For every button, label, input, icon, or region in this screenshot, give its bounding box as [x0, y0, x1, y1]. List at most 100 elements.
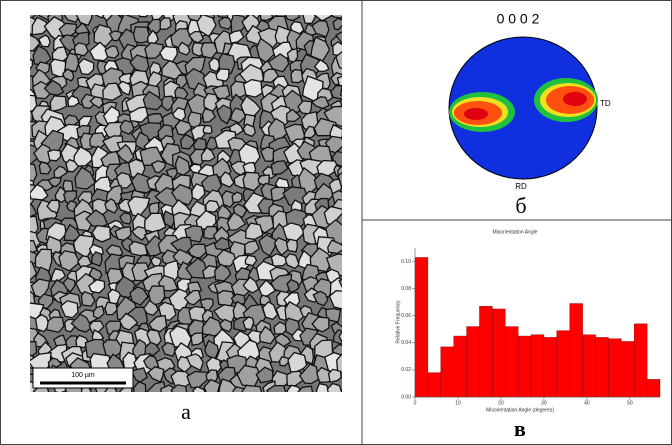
- grain: [327, 368, 342, 383]
- grain: [161, 341, 176, 357]
- bar: [569, 303, 583, 398]
- scale-label: 100 µm: [71, 372, 95, 379]
- bar: [556, 330, 570, 398]
- grain: [242, 276, 260, 294]
- grain: [146, 328, 163, 346]
- y-axis-label: Relative Frequency: [395, 300, 401, 344]
- grain: [30, 59, 34, 70]
- grain: [131, 262, 152, 282]
- grain: [119, 119, 135, 135]
- grain: [53, 165, 69, 179]
- grain: [37, 34, 51, 48]
- grain: [147, 285, 166, 306]
- grain: [270, 186, 286, 202]
- grain: [241, 384, 262, 392]
- grain: [88, 279, 106, 294]
- grain: [303, 125, 316, 139]
- grain: [88, 41, 112, 62]
- grain: [313, 58, 330, 73]
- bar: [530, 334, 545, 398]
- grain: [270, 253, 288, 267]
- grain: [104, 301, 119, 316]
- grain: [265, 384, 287, 392]
- grain: [94, 15, 105, 19]
- grain: [77, 57, 95, 76]
- grain: [261, 300, 279, 321]
- grain: [144, 341, 161, 356]
- grain: [138, 15, 149, 18]
- grain: [202, 124, 213, 135]
- pole-figure: [448, 36, 598, 180]
- x-tick-label: 0: [414, 400, 417, 406]
- grain: [332, 17, 342, 31]
- grain: [62, 68, 75, 82]
- grain: [216, 104, 233, 125]
- grain: [47, 176, 62, 188]
- grain: [128, 106, 149, 123]
- panel-label: б: [515, 193, 526, 218]
- grain: [119, 211, 133, 225]
- grain: [218, 378, 239, 392]
- grain: [215, 68, 230, 82]
- x-tick-label: 40: [584, 400, 590, 406]
- grain: [73, 42, 89, 57]
- grain: [159, 17, 172, 30]
- grain: [104, 198, 119, 214]
- grain: [219, 171, 235, 188]
- grain: [312, 290, 329, 307]
- grain: [144, 42, 165, 60]
- bar: [646, 379, 661, 398]
- grain: [129, 286, 149, 306]
- grain: [286, 384, 302, 392]
- grain: [62, 277, 76, 293]
- grain: [336, 352, 342, 374]
- grain: [242, 78, 264, 98]
- grain: [117, 80, 132, 96]
- grain: [267, 53, 290, 73]
- grain: [74, 166, 97, 190]
- grain: [190, 332, 204, 346]
- grain: [30, 240, 38, 255]
- y-tick-label: 0.02: [401, 367, 411, 373]
- grain: [45, 316, 65, 333]
- grain: [192, 385, 206, 392]
- grain: [259, 15, 274, 22]
- grain: [73, 210, 93, 232]
- bar: [505, 326, 519, 398]
- grain: [221, 190, 236, 209]
- grain: [286, 108, 302, 123]
- x-tick-label: 20: [498, 400, 504, 406]
- bar: [582, 334, 596, 398]
- grain: [31, 16, 51, 36]
- grain: [218, 318, 233, 333]
- grain: [311, 316, 330, 333]
- x-axis-label: Misorientation Angle (degrees): [486, 407, 554, 413]
- grain: [185, 257, 209, 279]
- grain: [244, 240, 260, 255]
- grain: [190, 124, 208, 141]
- bar: [492, 308, 506, 398]
- grain: [142, 90, 165, 111]
- grain: [118, 312, 139, 331]
- grain: [255, 366, 274, 384]
- grain: [325, 253, 342, 277]
- grain: [63, 223, 82, 242]
- grain: [242, 316, 255, 331]
- bar: [595, 337, 609, 398]
- grain: [93, 23, 115, 48]
- grain: [191, 182, 206, 202]
- grain: [67, 95, 80, 108]
- x-tick-label: 10: [455, 400, 461, 406]
- y-tick-label: 0.10: [401, 259, 411, 265]
- grain: [329, 85, 342, 100]
- bar: [517, 335, 532, 398]
- grain: [200, 146, 216, 162]
- grain: [147, 18, 163, 34]
- grain: [91, 251, 103, 267]
- grain: [89, 96, 104, 109]
- grain: [290, 68, 304, 84]
- grain: [170, 384, 188, 392]
- grain: [339, 97, 342, 110]
- grain: [242, 123, 257, 138]
